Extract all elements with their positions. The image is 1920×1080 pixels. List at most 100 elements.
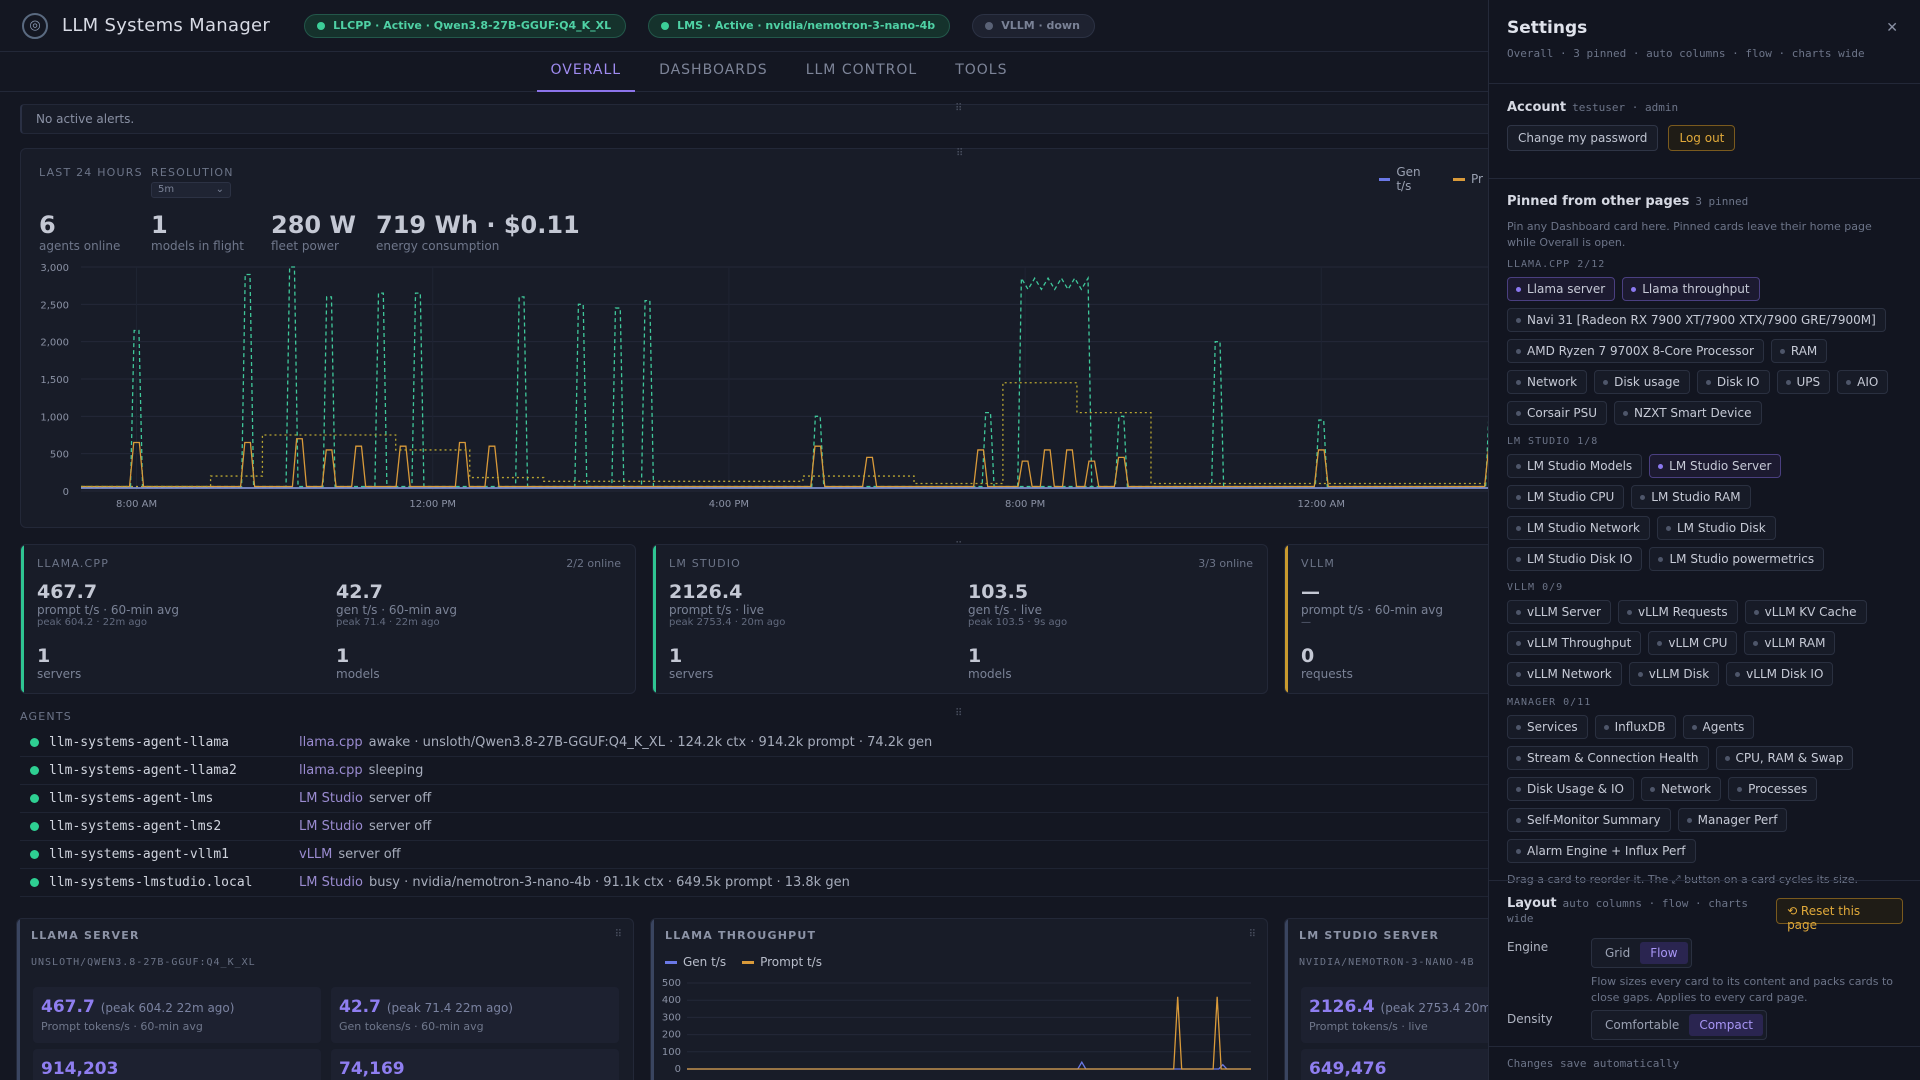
- llama-throughput-card[interactable]: LLAMA THROUGHPUT ⠿ Gen t/s Prompt t/s 0 1…: [650, 918, 1268, 1080]
- pin-chip[interactable]: Llama throughput: [1622, 277, 1760, 301]
- pin-chip[interactable]: AMD Ryzen 7 9700X 8-Core Processor: [1507, 339, 1764, 363]
- pin-chip[interactable]: CPU, RAM & Swap: [1715, 746, 1854, 770]
- status-pill-label: VLLM · down: [1001, 19, 1080, 32]
- drag-handle-icon[interactable]: ⠿: [955, 103, 962, 114]
- pin-chip[interactable]: Disk Usage & IO: [1507, 777, 1634, 801]
- engine-option-grid[interactable]: Grid: [1605, 946, 1631, 960]
- pin-chip[interactable]: Self-Monitor Summary: [1507, 808, 1671, 832]
- y-tick-label: 2,000: [40, 338, 69, 349]
- llama-server-card[interactable]: LLAMA SERVER ⠿ UNSLOTH/QWEN3.8-27B-GGUF:…: [16, 918, 634, 1080]
- x-tick-label: 12:00 AM: [1298, 499, 1345, 510]
- pin-chip[interactable]: Disk IO: [1696, 370, 1770, 394]
- pin-chip[interactable]: AIO: [1837, 370, 1889, 394]
- engine-option-flow[interactable]: Flow: [1640, 942, 1688, 964]
- service-card-vllm[interactable]: VLLM — prompt t/s · 60-min avg — 0 requests: [1284, 544, 1504, 694]
- pin-chip[interactable]: vLLM CPU: [1648, 631, 1738, 655]
- tile-gen-total: 74,169: [331, 1049, 619, 1080]
- status-bar: [653, 545, 656, 693]
- pin-chip[interactable]: LM Studio Server: [1649, 454, 1782, 478]
- pin-chip[interactable]: vLLM RAM: [1744, 631, 1836, 655]
- count-label: models: [968, 667, 1012, 681]
- status-pill-llcpp[interactable]: LLCPP · Active · Qwen3.8-27B-GGUF:Q4_K_X…: [304, 13, 627, 38]
- resolution-select[interactable]: 5m ⌄: [151, 182, 231, 198]
- pin-dot-icon: [1516, 671, 1521, 677]
- tab-dashboards[interactable]: DASHBOARDS: [659, 62, 768, 78]
- legend-item-gen[interactable]: Gen t/s: [665, 955, 726, 969]
- drag-handle-icon[interactable]: ⠿: [956, 148, 963, 159]
- pin-chip[interactable]: LM Studio Disk IO: [1507, 547, 1643, 571]
- y-tick-label: 500: [50, 450, 69, 461]
- pin-dot-icon: [1737, 786, 1743, 792]
- pin-chip[interactable]: Alarm Engine + Influx Perf: [1507, 839, 1696, 863]
- agent-row[interactable]: llm-systems-agent-lms2 LM Studio server of…: [20, 813, 1490, 841]
- pin-chip[interactable]: Manager Perf: [1677, 808, 1788, 832]
- pin-chip[interactable]: LM Studio powermetrics: [1649, 547, 1825, 571]
- close-icon[interactable]: ✕: [1886, 20, 1898, 36]
- count-label: requests: [1301, 667, 1353, 681]
- pin-chip[interactable]: vLLM Throughput: [1507, 631, 1642, 655]
- overview-line-chart[interactable]: 0 500 1,000 1,500 2,000 2,500 3,000 8:00 AM 12:0…: [21, 259, 1499, 519]
- pin-chip[interactable]: Network: [1507, 370, 1588, 394]
- tab-llm-control[interactable]: LLM CONTROL: [805, 62, 918, 78]
- agent-row[interactable]: llm-systems-agent-vllm1 vLLM server off: [20, 841, 1490, 869]
- tab-overall[interactable]: OVERALL: [536, 52, 636, 92]
- legend-item-gen[interactable]: Gen t/s: [1379, 165, 1437, 193]
- pin-chip[interactable]: vLLM Disk IO: [1726, 662, 1834, 686]
- pin-chip[interactable]: LM Studio CPU: [1507, 485, 1625, 509]
- agent-row[interactable]: llm-systems-agent-lms LM Studio server off: [20, 785, 1490, 813]
- agent-row[interactable]: llm-systems-agent-llama2 llama.cpp sleepin…: [20, 757, 1490, 785]
- pin-chip[interactable]: InfluxDB: [1594, 715, 1676, 739]
- change-password-button[interactable]: Change my password: [1507, 125, 1659, 151]
- drag-handle-icon[interactable]: ⠿: [614, 929, 622, 940]
- pin-group-label: LLAMA.CPP 2/12: [1507, 259, 1606, 270]
- status-dot-icon: [30, 794, 39, 803]
- legend-item-prompt[interactable]: Pr: [1453, 165, 1483, 193]
- density-option-compact[interactable]: Compact: [1689, 1014, 1763, 1036]
- throughput-mini-chart[interactable]: 0 100 200 300 400 500: [651, 977, 1268, 1080]
- density-option-comfortable[interactable]: Comfortable: [1605, 1018, 1680, 1032]
- pin-chip[interactable]: vLLM KV Cache: [1744, 600, 1867, 624]
- metric-label: gen t/s · live: [968, 603, 1043, 617]
- status-pill-vllm[interactable]: VLLM · down: [972, 13, 1095, 38]
- pin-chip[interactable]: vLLM Requests: [1618, 600, 1738, 624]
- drag-handle-icon[interactable]: ⠿: [955, 708, 962, 719]
- pin-chip[interactable]: LM Studio Disk: [1657, 516, 1776, 540]
- lm-studio-server-card[interactable]: LM STUDIO SERVER NVIDIA/NEMOTRON-3-NANO-…: [1284, 918, 1504, 1080]
- pin-chip[interactable]: Llama server: [1507, 277, 1616, 301]
- tile-peak: (peak 604.2 22m ago): [100, 1001, 235, 1015]
- pin-chip[interactable]: Services: [1507, 715, 1588, 739]
- pin-chip[interactable]: vLLM Disk: [1628, 662, 1720, 686]
- agent-row[interactable]: llm-systems-agent-llama llama.cpp awake · …: [20, 729, 1490, 757]
- tile-gen: 42.7 (peak 71.4 22m ago) Gen tokens/s · 6…: [331, 987, 619, 1043]
- pin-chip[interactable]: LM Studio RAM: [1631, 485, 1751, 509]
- pin-chip[interactable]: Corsair PSU: [1507, 401, 1607, 425]
- pin-chip-label: Navi 31 [Radeon RX 7900 XT/7900 XTX/7900…: [1527, 313, 1876, 327]
- engine-toggle: Grid Flow: [1591, 938, 1692, 968]
- pin-chip[interactable]: Navi 31 [Radeon RX 7900 XT/7900 XTX/7900…: [1507, 308, 1886, 332]
- pin-chip[interactable]: LM Studio Models: [1507, 454, 1643, 478]
- pin-chip[interactable]: Network: [1640, 777, 1722, 801]
- service-card-llamacpp[interactable]: LLAMA.CPP 2/2 online 467.7 prompt t/s · 6…: [20, 544, 636, 694]
- service-card-lmstudio[interactable]: LM STUDIO 3/3 online 2126.4 prompt t/s · …: [652, 544, 1268, 694]
- pin-chip[interactable]: Agents: [1682, 715, 1755, 739]
- tab-tools[interactable]: TOOLS: [955, 62, 1008, 78]
- pin-chip[interactable]: Processes: [1728, 777, 1818, 801]
- y-tick-label: 300: [662, 1012, 681, 1023]
- reset-page-button[interactable]: ⟲ Reset this page: [1776, 898, 1903, 932]
- pin-chip[interactable]: vLLM Server: [1507, 600, 1611, 624]
- status-pill-lms[interactable]: LMS · Active · nvidia/nemotron-3-nano-4b: [648, 13, 951, 38]
- logout-button[interactable]: Log out: [1668, 125, 1736, 151]
- pin-chip[interactable]: NZXT Smart Device: [1613, 401, 1762, 425]
- agent-row[interactable]: llm-systems-lmstudio.local LM Studio busy …: [20, 869, 1490, 897]
- drag-handle-icon[interactable]: ⠿: [1248, 929, 1256, 940]
- pin-chip[interactable]: Stream & Connection Health: [1507, 746, 1709, 770]
- series-plateau-gen: [1017, 275, 1093, 487]
- pin-chip[interactable]: LM Studio Network: [1507, 516, 1650, 540]
- y-tick-label: 1,000: [40, 412, 69, 423]
- legend-item-prompt[interactable]: Prompt t/s: [742, 955, 822, 969]
- pin-chip[interactable]: Disk usage: [1594, 370, 1690, 394]
- pin-chip[interactable]: UPS: [1776, 370, 1831, 394]
- status-dot-icon: [30, 738, 39, 747]
- pin-chip[interactable]: RAM: [1770, 339, 1828, 363]
- pin-chip[interactable]: vLLM Network: [1507, 662, 1622, 686]
